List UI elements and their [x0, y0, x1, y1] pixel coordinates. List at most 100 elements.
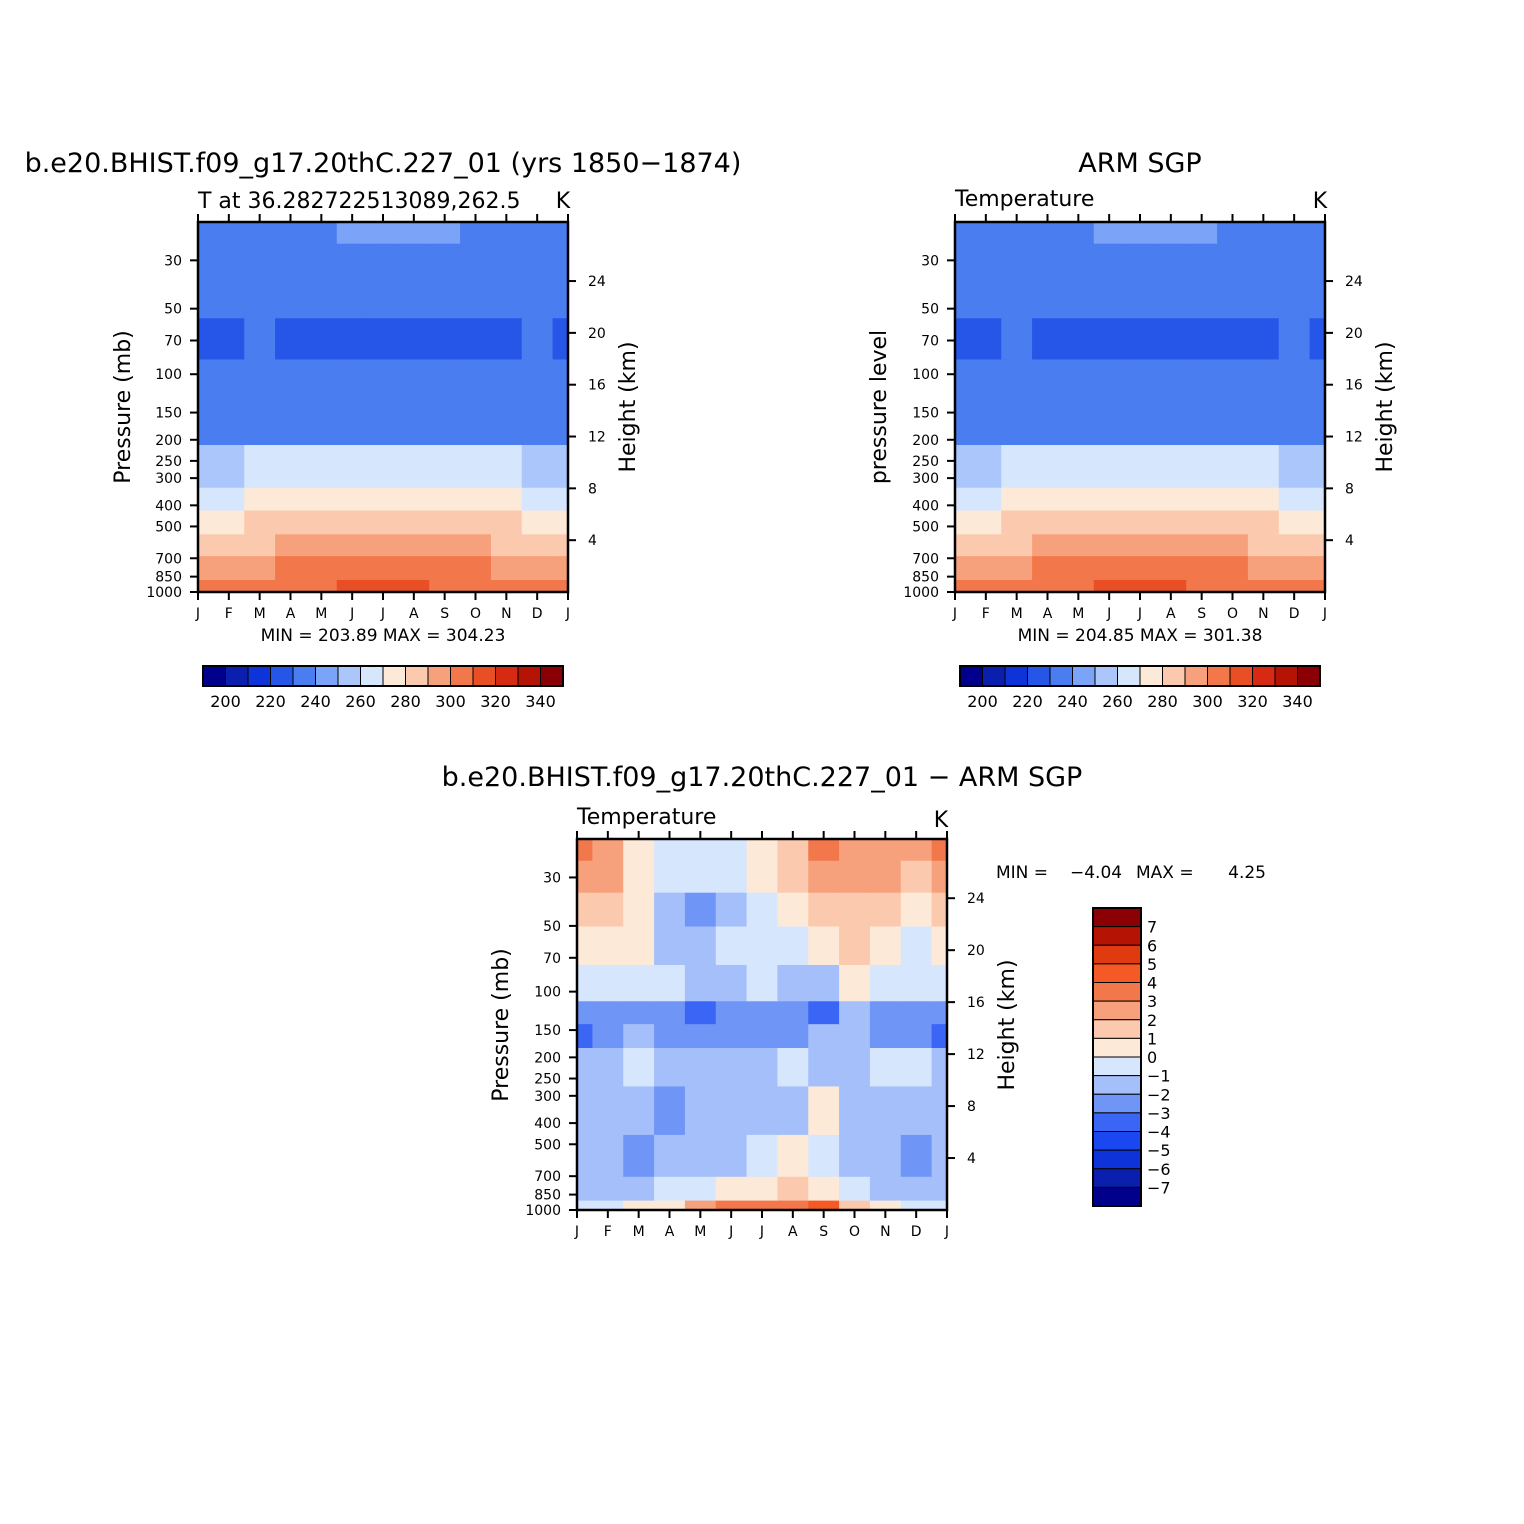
- panel2-units: K: [1313, 189, 1328, 214]
- contour-cell: [1032, 533, 1064, 557]
- colorbar-swatch: [270, 665, 294, 687]
- contour-cell: [429, 444, 461, 488]
- contour-cell: [1001, 243, 1033, 319]
- contour-cell: [1186, 555, 1218, 580]
- contour-cell: [490, 555, 523, 580]
- contour-cell: [244, 579, 276, 593]
- colorbar-frame: [1092, 907, 1142, 1207]
- contour-cell: [305, 533, 338, 557]
- colorbar-label: 0: [1147, 1048, 1157, 1067]
- contour-cell: [275, 222, 307, 244]
- contour-cell: [1124, 222, 1157, 244]
- contour-cell: [577, 1200, 594, 1211]
- contour-cell: [808, 1047, 840, 1087]
- x-tick-label: N: [501, 606, 511, 622]
- contour-cell: [592, 839, 624, 861]
- contour-cell: [275, 487, 307, 511]
- colorbar-swatch: [1092, 1093, 1142, 1114]
- contour-cell: [552, 222, 569, 244]
- panel3-stats-min: −4.04: [1070, 863, 1122, 883]
- contour-cell: [367, 579, 400, 593]
- contour-cell: [305, 579, 338, 593]
- x-tick-label: M: [633, 1224, 645, 1240]
- contour-cell: [592, 1200, 624, 1211]
- colorbar-swatch: [1297, 665, 1321, 687]
- contour-cell: [398, 243, 430, 319]
- contour-cell: [521, 533, 554, 557]
- colorbar-swatch: [1092, 907, 1142, 928]
- contour-cell: [1217, 487, 1249, 511]
- contour-cell: [839, 1047, 871, 1087]
- contour-cell: [777, 1134, 809, 1177]
- contour-cell: [367, 358, 400, 445]
- contour-cell: [1278, 487, 1311, 511]
- contour-cell: [398, 487, 430, 511]
- contour-cell: [684, 1023, 717, 1048]
- colorbar-swatch: [1092, 1000, 1142, 1021]
- contour-cell: [577, 860, 594, 893]
- colorbar-swatch: [292, 665, 316, 687]
- y-tick-label: 50: [543, 919, 561, 935]
- contour-cell: [746, 892, 779, 927]
- colorbar-swatch: [1092, 982, 1142, 1002]
- x-tick-label: F: [604, 1224, 612, 1240]
- contour-cell: [367, 555, 400, 580]
- colorbar-swatch: [472, 665, 496, 687]
- contour-cell: [577, 1134, 594, 1177]
- contour-cell: [275, 243, 307, 319]
- contour-cell: [1124, 358, 1157, 445]
- contour-cell: [900, 1047, 933, 1087]
- colorbar-swatch: [1207, 665, 1231, 687]
- colorbar-swatch: [1049, 665, 1073, 687]
- contour-cell: [592, 1134, 624, 1177]
- colorbar-swatch: [1092, 1056, 1142, 1077]
- y-right-tick-label: 12: [1345, 430, 1363, 446]
- contour-cell: [746, 1023, 779, 1048]
- y-tick-label: 100: [155, 367, 182, 383]
- contour-cell: [213, 317, 245, 360]
- colorbar-swatch: [1184, 665, 1208, 687]
- contour-cell: [398, 555, 430, 580]
- contour-cell: [808, 1023, 840, 1048]
- contour-cell: [1032, 358, 1064, 445]
- contour-cell: [1278, 358, 1311, 445]
- x-tick-label: S: [1197, 606, 1206, 622]
- contour-cell: [746, 1047, 779, 1087]
- contour-cell: [460, 579, 492, 593]
- x-tick-label: J: [1106, 606, 1111, 622]
- colorbar-label: 300: [1192, 692, 1223, 711]
- contour-cell: [521, 317, 554, 360]
- contour-cell: [1217, 358, 1249, 445]
- contour-cell: [1155, 509, 1187, 535]
- x-tick-label: A: [1043, 606, 1053, 622]
- contour-cell: [955, 444, 972, 488]
- x-tick-label: A: [286, 606, 296, 622]
- contour-cell: [577, 892, 594, 927]
- contour-cell: [654, 1176, 686, 1201]
- contour-cell: [398, 222, 430, 244]
- contour-cell: [460, 358, 492, 445]
- colorbar-swatch: [337, 665, 361, 687]
- contour-cell: [1001, 487, 1033, 511]
- y-tick-label: 70: [921, 333, 939, 349]
- colorbar-swatch: [517, 665, 541, 687]
- contour-cell: [398, 358, 430, 445]
- colorbar-swatch: [982, 665, 1006, 687]
- contour-cell: [244, 358, 276, 445]
- contour-cell: [1247, 358, 1280, 445]
- y-tick-label: 70: [164, 333, 182, 349]
- panel1-subtitle: T at 36.282722513089,262.5: [197, 189, 520, 214]
- y-tick-label: 200: [912, 433, 939, 449]
- colorbar-frame: [959, 665, 1321, 687]
- contour-cell: [1032, 487, 1064, 511]
- contour-cell: [777, 1200, 809, 1211]
- contour-cell: [1155, 487, 1187, 511]
- contour-cell: [1217, 243, 1249, 319]
- colorbar-swatch: [1092, 1186, 1142, 1207]
- contour-cell: [970, 579, 1002, 593]
- contour-cell: [521, 444, 554, 488]
- contour-cell: [1032, 555, 1064, 580]
- x-tick-label: J: [195, 606, 200, 622]
- colorbar-swatch: [1092, 1037, 1142, 1058]
- contour-cell: [777, 964, 809, 1002]
